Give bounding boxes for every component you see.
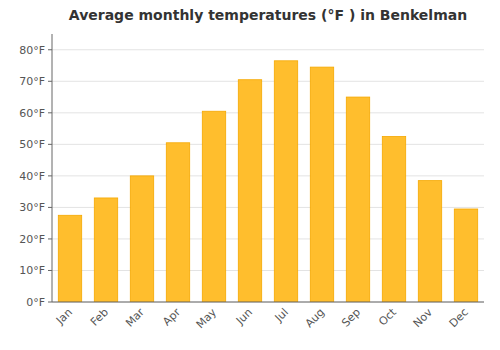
y-tick xyxy=(48,81,52,82)
y-tick xyxy=(48,270,52,271)
x-tick-label: Oct xyxy=(376,305,399,328)
grid-line xyxy=(52,175,484,176)
x-tick-label: Sep xyxy=(339,306,363,330)
grid-line xyxy=(52,49,484,50)
y-tick-label: 60°F xyxy=(19,107,45,120)
x-axis: Jan Feb Mar Apr May Jun Jul Aug Sep Oct Nov Dec xyxy=(53,305,471,331)
y-axis-line xyxy=(52,34,53,302)
y-tick-label: 0°F xyxy=(26,296,45,309)
grid-line xyxy=(52,144,484,145)
bar xyxy=(166,143,189,302)
chart-container: Average monthly temperatures (°F ) in Be… xyxy=(0,0,500,350)
grid-line xyxy=(52,112,484,113)
bar xyxy=(130,176,153,302)
grid-line xyxy=(52,81,484,82)
y-tick-label: 30°F xyxy=(19,201,45,214)
y-tick xyxy=(48,175,52,176)
x-tick-label: Mar xyxy=(123,305,147,329)
y-tick xyxy=(48,207,52,208)
y-tick-label: 10°F xyxy=(19,264,45,277)
y-tick xyxy=(48,238,52,239)
x-tick-label: Aug xyxy=(303,306,327,330)
y-tick xyxy=(48,112,52,113)
chart: Average monthly temperatures (°F ) in Be… xyxy=(0,0,500,350)
y-tick-label: 20°F xyxy=(19,233,45,246)
bar xyxy=(454,209,477,302)
y-tick-label: 50°F xyxy=(19,138,45,151)
y-axis: 0°F 10°F 20°F 30°F 40°F 50°F 60°F 70°F 80°F xyxy=(19,44,52,309)
bar xyxy=(310,67,333,302)
grid xyxy=(52,50,484,302)
y-tick-label: 70°F xyxy=(19,75,45,88)
x-tick-label: Jan xyxy=(53,306,75,328)
x-axis-line xyxy=(52,302,484,303)
x-tick-label: Nov xyxy=(411,305,436,330)
bar xyxy=(94,198,117,302)
bars xyxy=(58,61,477,302)
title: Average monthly temperatures (°F ) in Be… xyxy=(69,7,467,23)
x-tick-label: Dec xyxy=(447,306,471,330)
bar xyxy=(418,181,441,302)
y-tick-label: 40°F xyxy=(19,170,45,183)
y-tick-label: 80°F xyxy=(19,44,45,57)
grid-line xyxy=(52,302,484,303)
x-tick-label: Jun xyxy=(233,306,255,328)
bar xyxy=(346,97,369,302)
bar xyxy=(382,136,405,302)
bar xyxy=(58,215,81,302)
bar xyxy=(274,61,297,302)
bar xyxy=(238,80,261,302)
x-tick-label: Feb xyxy=(88,306,111,329)
x-tick-label: May xyxy=(194,305,220,331)
bar xyxy=(202,111,225,302)
x-tick-label: Apr xyxy=(160,305,183,328)
x-tick-label: Jul xyxy=(272,306,291,325)
y-tick xyxy=(48,49,52,50)
y-tick xyxy=(48,302,52,303)
y-tick xyxy=(48,144,52,145)
